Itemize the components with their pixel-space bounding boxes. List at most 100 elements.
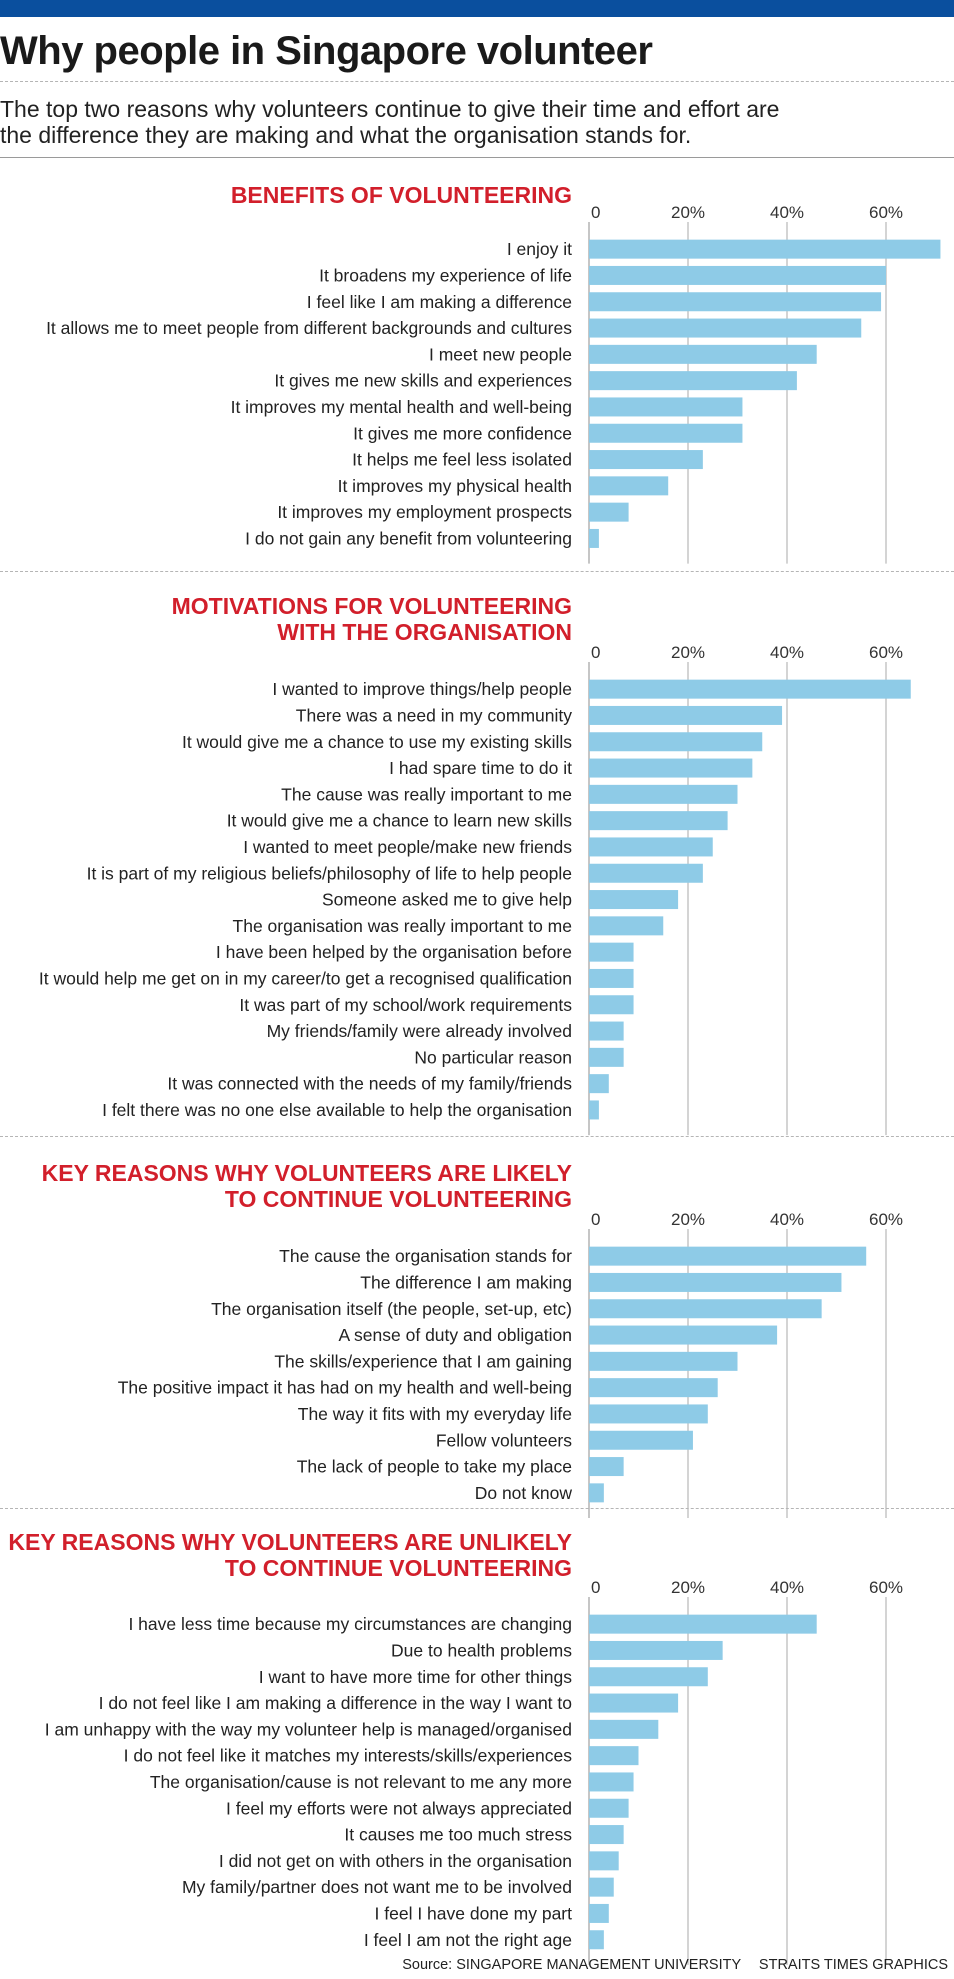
category-label: Fellow volunteers [436,1430,572,1450]
category-label: It would help me get on in my career/to … [39,968,572,988]
category-label: There was a need in my community [296,705,572,725]
bar [589,1325,778,1345]
bar [589,318,862,338]
tick-label: 40% [770,643,804,662]
bar [589,476,669,496]
panel-title-line: WITH THE ORGANISATION [277,619,572,645]
category-label: I feel my efforts were not always apprec… [226,1798,572,1818]
bar [589,1074,609,1094]
category-label: I feel I am not the right age [364,1930,572,1950]
source-text: Source: SINGAPORE MANAGEMENT UNIVERSITY [402,1957,741,1973]
category-label: It was connected with the needs of my fa… [167,1074,572,1094]
panel-title-line: KEY REASONS WHY VOLUNTEERS ARE LIKELY [41,1160,572,1186]
page-title: Why people in Singapore volunteer [0,29,653,73]
category-label: It causes me too much stress [344,1825,572,1845]
divider [0,1508,954,1509]
bar [589,1719,659,1739]
source-line: Source: SINGAPORE MANAGEMENT UNIVERSITY … [402,1957,948,1973]
bar [589,1404,708,1424]
category-label: It improves my physical health [338,476,572,496]
category-label: It would give me a chance to use my exis… [182,732,572,752]
panel-title-line: TO CONTINUE VOLUNTEERING [224,1555,572,1581]
category-label: It gives me new skills and experiences [274,371,572,391]
bar [589,371,797,391]
category-label: No particular reason [414,1047,572,1067]
tick-label: 40% [770,203,804,222]
tick-label: 60% [869,643,903,662]
chart-motivations: 0 20% 40% 60% I wanted to improve things/hel… [0,636,954,1136]
tick-label: 0 [591,203,600,222]
category-label: My friends/family were already involved [267,1021,572,1041]
bar [589,1100,599,1120]
bar [589,811,728,831]
bar [589,890,679,910]
category-label: The organisation/cause is not relevant t… [150,1772,572,1792]
category-label: I did not get on with others in the orga… [219,1851,572,1871]
bar [589,1430,693,1450]
category-label: I do not feel like I am making a differe… [99,1693,572,1713]
divider [0,157,954,158]
bar [589,1021,624,1041]
bar [589,344,817,364]
tick-label: 0 [591,643,600,662]
chart-unlikely-continue: 0 20% 40% 60% I have less time because my ci… [0,1571,954,1965]
chart-svg: 0 20% 40% 60% The cause the organisation sta… [118,1210,903,1518]
bar [589,837,713,857]
bar [589,1299,822,1319]
top-color-bar [0,0,954,17]
bar [589,995,634,1015]
category-label: The lack of people to take my place [297,1457,572,1477]
bar [589,1614,817,1634]
panel-title-line: BENEFITS OF VOLUNTEERING [230,182,572,208]
bar [589,1047,624,1067]
subtitle-line: The top two reasons why volunteers conti… [0,96,780,122]
panel-title-line: KEY REASONS WHY VOLUNTEERS ARE UNLIKELY [8,1529,572,1555]
bar [589,1272,842,1292]
panel-title-likely-continue: KEY REASONS WHY VOLUNTEERS ARE LIKELY TO… [42,1160,572,1212]
bar [589,1378,718,1398]
panel-title-motivations: MOTIVATIONS FOR VOLUNTEERING WITH THE OR… [172,593,572,645]
divider [0,1136,954,1137]
panel-title-unlikely-continue: KEY REASONS WHY VOLUNTEERS ARE UNLIKELY … [8,1529,572,1581]
category-label: I meet new people [429,344,572,364]
bar [589,1772,634,1792]
category-label: It would give me a chance to learn new s… [227,811,573,831]
bar [589,705,783,725]
category-label: It improves my mental health and well-be… [231,397,572,417]
bar [589,1930,604,1950]
tick-label: 60% [869,1210,903,1229]
bar [589,679,911,699]
category-label: The difference I am making [360,1272,572,1292]
bar [589,1457,624,1477]
bar [589,397,743,417]
bar [589,1851,619,1871]
tick-label: 20% [671,1210,705,1229]
tick-label: 20% [671,1578,705,1597]
tick-label: 60% [869,203,903,222]
category-label: It broadens my experience of life [319,265,572,285]
bar [589,1246,867,1266]
category-label: The cause the organisation stands for [279,1246,572,1266]
bar [589,942,634,962]
bar [589,450,703,470]
bar [589,968,634,988]
tick-label: 40% [770,1210,804,1229]
bar [589,1667,708,1687]
subtitle-line: the difference they are making and what … [0,122,692,148]
category-label: It gives me more confidence [353,423,572,443]
tick-label: 60% [869,1578,903,1597]
category-label: The way it fits with my everyday life [298,1404,572,1424]
category-label: It improves my employment prospects [277,502,572,522]
category-label: The organisation was really important to… [233,916,572,936]
divider [0,571,954,572]
category-label: I wanted to meet people/make new friends [243,837,572,857]
tick-label: 20% [671,643,705,662]
category-label: It was part of my school/work requiremen… [239,995,572,1015]
tick-label: 20% [671,203,705,222]
tick-label: 40% [770,1578,804,1597]
category-label: I do not feel like it matches my interes… [124,1746,573,1766]
bar [589,1746,639,1766]
bar [589,863,703,883]
chart-svg: 0 20% 40% 60% I have less time because my ci… [45,1578,903,1965]
category-label: I feel like I am making a difference [307,292,572,312]
